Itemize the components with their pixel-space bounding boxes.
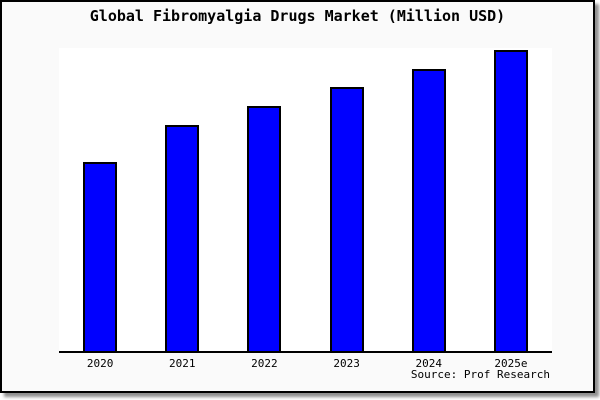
bar-2023: [329, 87, 364, 351]
bar-slot-2020: [59, 48, 141, 351]
bar-2021: [165, 125, 200, 351]
source-credit: Source: Prof Research: [410, 368, 550, 381]
bar-2020: [83, 162, 118, 351]
chart-title: Global Fibromyalgia Drugs Market (Millio…: [89, 7, 506, 25]
plot-area: [59, 48, 552, 353]
bar-2025e: [493, 50, 528, 351]
x-tick-2021: 2021: [169, 357, 196, 370]
bar-slot-2022: [223, 48, 305, 351]
bar-slot-2023: [306, 48, 388, 351]
x-tick-2020: 2020: [86, 357, 114, 370]
x-tick-2025e: 2025e: [494, 357, 528, 370]
bar-slot-2024: [388, 48, 470, 351]
bar-2022: [247, 106, 282, 351]
bar-slot-2025e: [470, 48, 552, 351]
bar-slot-2021: [141, 48, 223, 351]
x-tick-2022: 2022: [251, 357, 278, 370]
x-axis-labels: 2020 2021 2022 2023 2024 2025e: [59, 357, 552, 370]
x-tick-2024: 2024: [415, 357, 443, 370]
x-tick-2023: 2023: [333, 357, 360, 370]
chart-card: Global Fibromyalgia Drugs Market (Millio…: [0, 0, 595, 393]
bar-2024: [411, 69, 446, 351]
